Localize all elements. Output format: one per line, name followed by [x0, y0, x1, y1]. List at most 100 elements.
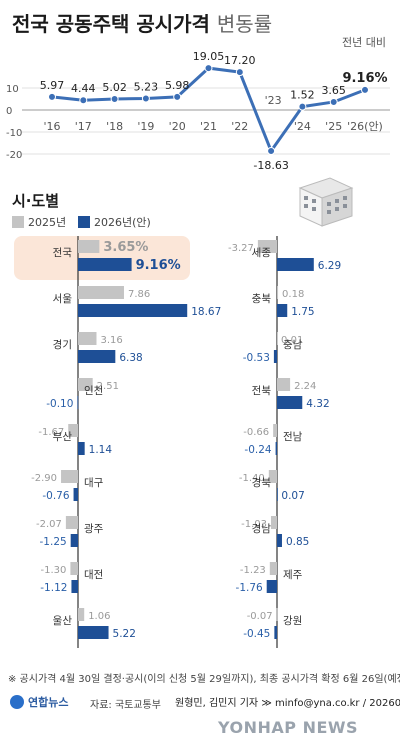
- bar-2025: [61, 470, 78, 483]
- bar-2025: [78, 286, 124, 299]
- bar-2026: [275, 442, 277, 455]
- bar-label-2026: -0.45: [243, 628, 270, 640]
- bar-2026: [71, 580, 78, 593]
- credit-text: 원형민, 김민지 기자 ≫ minfo@yna.co.kr / 20260317: [175, 698, 400, 709]
- region-name: 부산: [53, 431, 73, 443]
- line-y-tick: -20: [6, 150, 22, 161]
- line-point: [298, 102, 307, 111]
- region-section-title: 시·도별: [12, 192, 60, 210]
- line-data-label: 3.65: [321, 84, 346, 97]
- region-name: 울산: [53, 615, 73, 627]
- region-name: 전남: [283, 431, 303, 443]
- legend-swatch-2025: [12, 216, 24, 228]
- bar-2025: [68, 424, 78, 437]
- bar-label-2025: -1.40: [239, 473, 265, 484]
- region-name: 전국: [53, 247, 73, 259]
- line-point: [361, 85, 369, 94]
- line-point: [110, 94, 119, 103]
- bar-label-2026: 1.75: [291, 306, 314, 318]
- bar-label-2025: -3.27: [228, 243, 254, 254]
- bar-2026: [78, 258, 132, 271]
- bar-label-2026: 1.14: [89, 444, 113, 456]
- region-name: 경남: [252, 522, 272, 535]
- bar-label-2025: -1.23: [240, 565, 266, 576]
- source-text: 자료: 국토교통부: [90, 700, 161, 711]
- bar-label-2025: 3.65%: [103, 240, 148, 255]
- region-name: 경북: [252, 476, 272, 489]
- region-name: 경기: [53, 338, 72, 351]
- region-name: 인천: [84, 385, 103, 397]
- bar-2025: [78, 378, 93, 391]
- bar-label-2026: 6.38: [119, 352, 142, 364]
- bar-2025: [270, 516, 277, 529]
- region-name: 대구: [84, 477, 104, 489]
- legend-2025: 2025년: [12, 214, 66, 230]
- region-bar-chart: 3.65% 9.16% 전국 7.86 18.67 서울 3.16 6.38 경기 2.51 -0.…: [14, 236, 341, 648]
- line-y-tick: -10: [6, 128, 22, 139]
- bar-2026: [273, 350, 277, 363]
- logo-text: 연합뉴스: [28, 696, 69, 709]
- line-x-tick: '17: [75, 120, 92, 133]
- bar-2025: [65, 516, 78, 529]
- legend-label-2025: 2025년: [28, 216, 67, 229]
- line-x-tick: '18: [106, 120, 123, 133]
- bar-2025: [268, 470, 277, 483]
- bar-label-2025: -2.07: [36, 519, 62, 530]
- line-y-tick: 10: [6, 84, 19, 95]
- bar-label-2026: -1.25: [40, 536, 67, 548]
- line-x-tick: '21: [200, 120, 217, 133]
- bar-label-2026: -0.24: [244, 444, 271, 456]
- line-point: [79, 96, 88, 105]
- line-data-label: 19.05: [193, 50, 225, 63]
- bar-2025: [257, 240, 277, 253]
- line-point: [141, 94, 150, 103]
- bar-2025: [276, 608, 278, 621]
- line-data-label: 4.44: [71, 82, 96, 95]
- bar-2025: [78, 608, 85, 621]
- bar-label-2025: -2.90: [31, 473, 57, 484]
- bar-label-2025: -1.30: [41, 565, 67, 576]
- line-point: [267, 146, 276, 155]
- bar-label-2025: 0.18: [282, 289, 304, 300]
- bar-label-2025: -0.66: [243, 427, 269, 438]
- bar-2026: [78, 442, 85, 455]
- bar-label-2025: 7.86: [128, 289, 150, 300]
- line-data-label: -18.63: [253, 159, 288, 172]
- bar-2026: [78, 350, 116, 363]
- bar-label-2026: 9.16%: [136, 258, 181, 273]
- line-data-label: 17.20: [224, 54, 256, 67]
- line-point: [48, 92, 56, 101]
- bar-2025: [277, 378, 291, 391]
- bar-label-2026: -0.10: [46, 398, 73, 410]
- footnote: ※ 공시가격 4월 30일 결정·공시(이의 신청 5월 29일까지), 최종 …: [8, 674, 400, 685]
- bar-label-2026: 5.22: [113, 628, 136, 640]
- line-x-tick: '22: [231, 120, 248, 133]
- region-name: 전북: [252, 385, 272, 397]
- line-point: [235, 68, 244, 77]
- bar-2026: [77, 396, 79, 409]
- line-x-tick: '16: [43, 120, 60, 133]
- line-point: [204, 64, 213, 73]
- line-x-tick: '24: [294, 120, 311, 133]
- bar-2025: [273, 424, 277, 437]
- title-sub: 변동률: [216, 12, 273, 36]
- bar-2025: [277, 332, 278, 345]
- line-x-tick: '26(안): [347, 120, 383, 133]
- title-main: 전국 공동주택 공시가격: [12, 12, 210, 36]
- region-name: 제주: [283, 569, 303, 581]
- legend-label-2026: 2026년(안): [94, 216, 151, 229]
- bar-label-2025: 2.24: [294, 381, 316, 392]
- line-data-label: 5.23: [134, 80, 159, 93]
- region-name: 충북: [252, 293, 272, 305]
- bar-label-2026: 0.85: [286, 536, 309, 548]
- line-x-tick: '20: [169, 120, 186, 133]
- region-name: 충남: [283, 339, 303, 351]
- line-data-label: 9.16%: [342, 71, 387, 86]
- bar-2025: [269, 562, 277, 575]
- bar-2026: [266, 580, 277, 593]
- bar-label-2025: -1.03: [241, 519, 267, 530]
- bar-label-2026: -0.76: [42, 490, 69, 502]
- bar-2026: [70, 534, 78, 547]
- national-line-chart: 10 0 -10 -20 5.97 '16 4.44 '17 5.02 '18 5.23 '19 5.9…: [6, 50, 390, 172]
- line-y-tick: 0: [6, 106, 12, 117]
